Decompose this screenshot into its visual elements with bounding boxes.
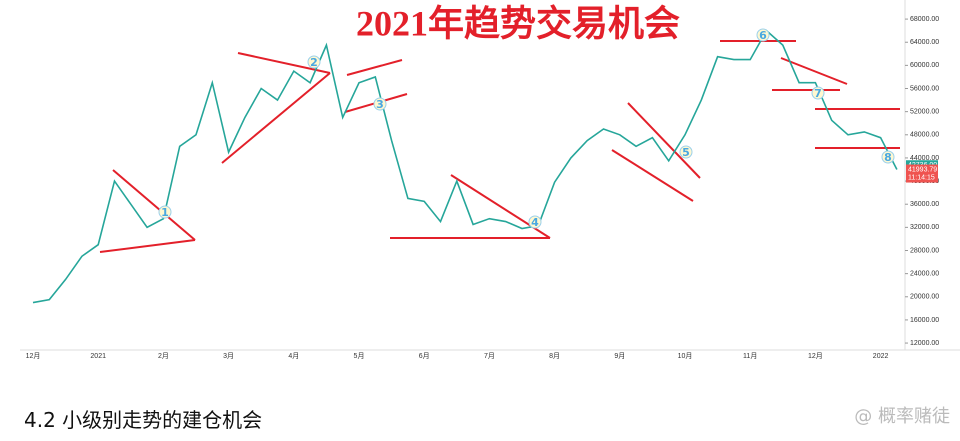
x-tick-label: 9月 [614,352,625,360]
pattern-label: 3 [376,98,384,111]
x-tick-label: 10月 [678,352,693,360]
x-tick-label: 2021 [90,353,106,360]
pattern-label: 2 [310,56,318,69]
trend-line [346,59,403,76]
trend-line [221,72,331,164]
y-tick-label: 60000.00 [910,62,939,69]
watermark: @ 概率赌徒 [854,406,950,427]
pattern-label: 5 [682,146,690,159]
section-heading: 4.2 小级别走势的建仓机会 [24,408,263,432]
chart-background [0,0,960,380]
pattern-marker [307,55,321,69]
trend-lines [99,40,900,253]
y-tick-label: 32000.00 [910,224,939,231]
pattern-label: 4 [531,216,539,229]
pattern-marker [528,215,542,229]
y-tick-label: 28000.00 [910,247,939,254]
pattern-marker [158,205,172,219]
trend-line [99,239,196,253]
y-tick-label: 64000.00 [910,39,939,46]
price-label-time: 11:14:15 [908,174,935,181]
price-label-box [906,164,938,183]
x-tick-label: 11月 [743,352,757,360]
x-tick-label: 5月 [354,352,365,360]
pattern-marker [811,86,825,100]
pattern-label: 1 [161,206,169,219]
pattern-marker [756,28,770,42]
chart-title: 2021年趋势交易机会 [356,2,680,43]
x-tick-label: 3月 [223,352,234,360]
trend-line [611,149,694,202]
x-tick-label: 2022 [873,353,889,360]
price-line [32,29,898,304]
x-tick-label: 8月 [549,352,560,360]
x-tick-label: 6月 [419,352,430,360]
trend-line [237,52,331,74]
x-tick-label: 2月 [158,352,169,360]
pattern-label: 6 [759,29,767,42]
x-tick-label: 4月 [288,352,299,360]
x-tick-label: 12月 [26,352,41,360]
trend-line [780,57,848,85]
y-tick-label: 16000.00 [910,317,939,324]
pattern-marker [373,97,387,111]
price-label: 41993.79 [908,166,937,173]
y-tick-label: 36000.00 [910,201,939,208]
pattern-marker [679,145,693,159]
trend-line [112,169,196,241]
pattern-label: 7 [814,87,822,100]
x-tick-label: 7月 [484,352,495,360]
x-tick-label: 12月 [808,352,823,360]
y-tick-label: 44000.00 [910,155,939,162]
y-tick-label: 56000.00 [910,85,939,92]
y-tick-label: 20000.00 [910,294,939,301]
y-tick-label: 12000.00 [910,340,939,347]
chart: 2021年趋势交易机会 12000.00 16000.00 20000.00 2400… [0,0,960,380]
trend-line [627,102,701,179]
y-tick-label: 24000.00 [910,270,939,277]
y-tick-label: 52000.00 [910,108,939,115]
y-tick-label: 48000.00 [910,132,939,139]
y-tick-label: 68000.00 [910,16,939,23]
pattern-marker [881,150,895,164]
pattern-label: 8 [884,151,892,164]
